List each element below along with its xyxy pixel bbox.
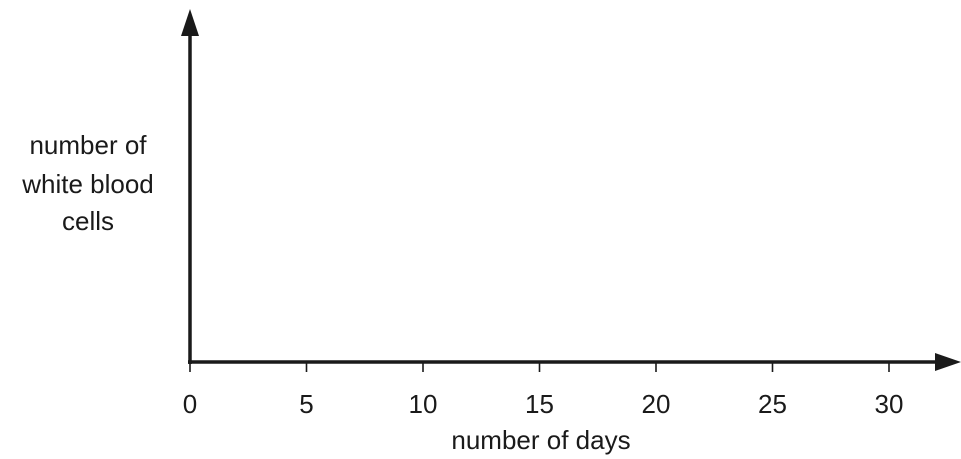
- x-tick-label-20: 20: [642, 389, 671, 419]
- y-axis-label-line-2: white blood: [21, 169, 154, 199]
- y-axis-label-line-3: cells: [62, 206, 114, 236]
- y-axis-label-line-1: number of: [29, 130, 147, 160]
- x-tick-label-5: 5: [299, 389, 313, 419]
- x-axis-arrowhead: [935, 353, 961, 371]
- x-tick-label-0: 0: [183, 389, 197, 419]
- x-tick-label-15: 15: [525, 389, 554, 419]
- x-tick-label-30: 30: [875, 389, 904, 419]
- x-tick-label-25: 25: [758, 389, 787, 419]
- x-axis-label: number of days: [451, 425, 630, 455]
- y-axis-label: number of white blood cells: [21, 130, 154, 236]
- y-axis-arrowhead: [181, 9, 199, 36]
- x-ticks: 0 5 10 15 20 25 30: [183, 362, 904, 419]
- x-tick-label-10: 10: [409, 389, 438, 419]
